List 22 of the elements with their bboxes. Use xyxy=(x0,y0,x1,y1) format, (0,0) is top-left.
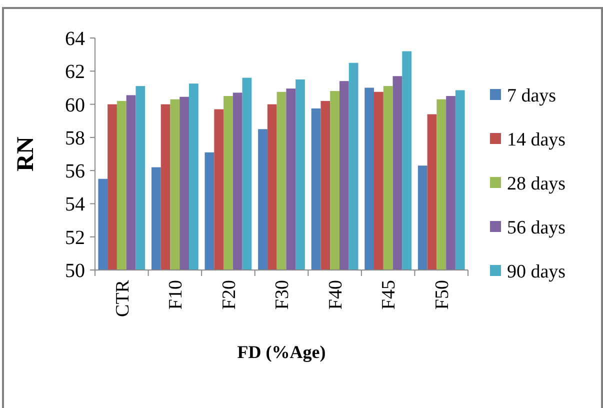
y-tick-label: 62 xyxy=(65,61,85,84)
y-tick-label: 58 xyxy=(65,127,85,150)
x-tick-label: CTR xyxy=(112,280,134,317)
y-tick-label: 64 xyxy=(65,28,85,50)
x-tick-label: F50 xyxy=(432,280,454,310)
y-tick-label: 50 xyxy=(65,260,85,282)
x-tick-label: F10 xyxy=(166,280,187,310)
y-tick-label: 56 xyxy=(65,160,85,183)
legend-label: 7 days xyxy=(507,86,556,107)
legend-label: 56 days xyxy=(507,218,566,239)
x-tick-label: F45 xyxy=(378,280,400,310)
legend-label: 14 days xyxy=(507,130,566,151)
x-tick-label: F30 xyxy=(272,280,294,310)
x-axis-title: FD (%Age) xyxy=(237,342,326,362)
x-tick-label: F20 xyxy=(218,280,240,310)
legend-label: 28 days xyxy=(507,174,566,195)
y-axis-title: RN xyxy=(13,136,39,172)
legend-label: 90 days xyxy=(507,262,566,283)
y-tick-label: 60 xyxy=(65,94,85,116)
x-tick-label: F40 xyxy=(325,280,346,310)
y-tick-label: 52 xyxy=(65,226,85,249)
y-tick-label: 54 xyxy=(65,194,85,216)
